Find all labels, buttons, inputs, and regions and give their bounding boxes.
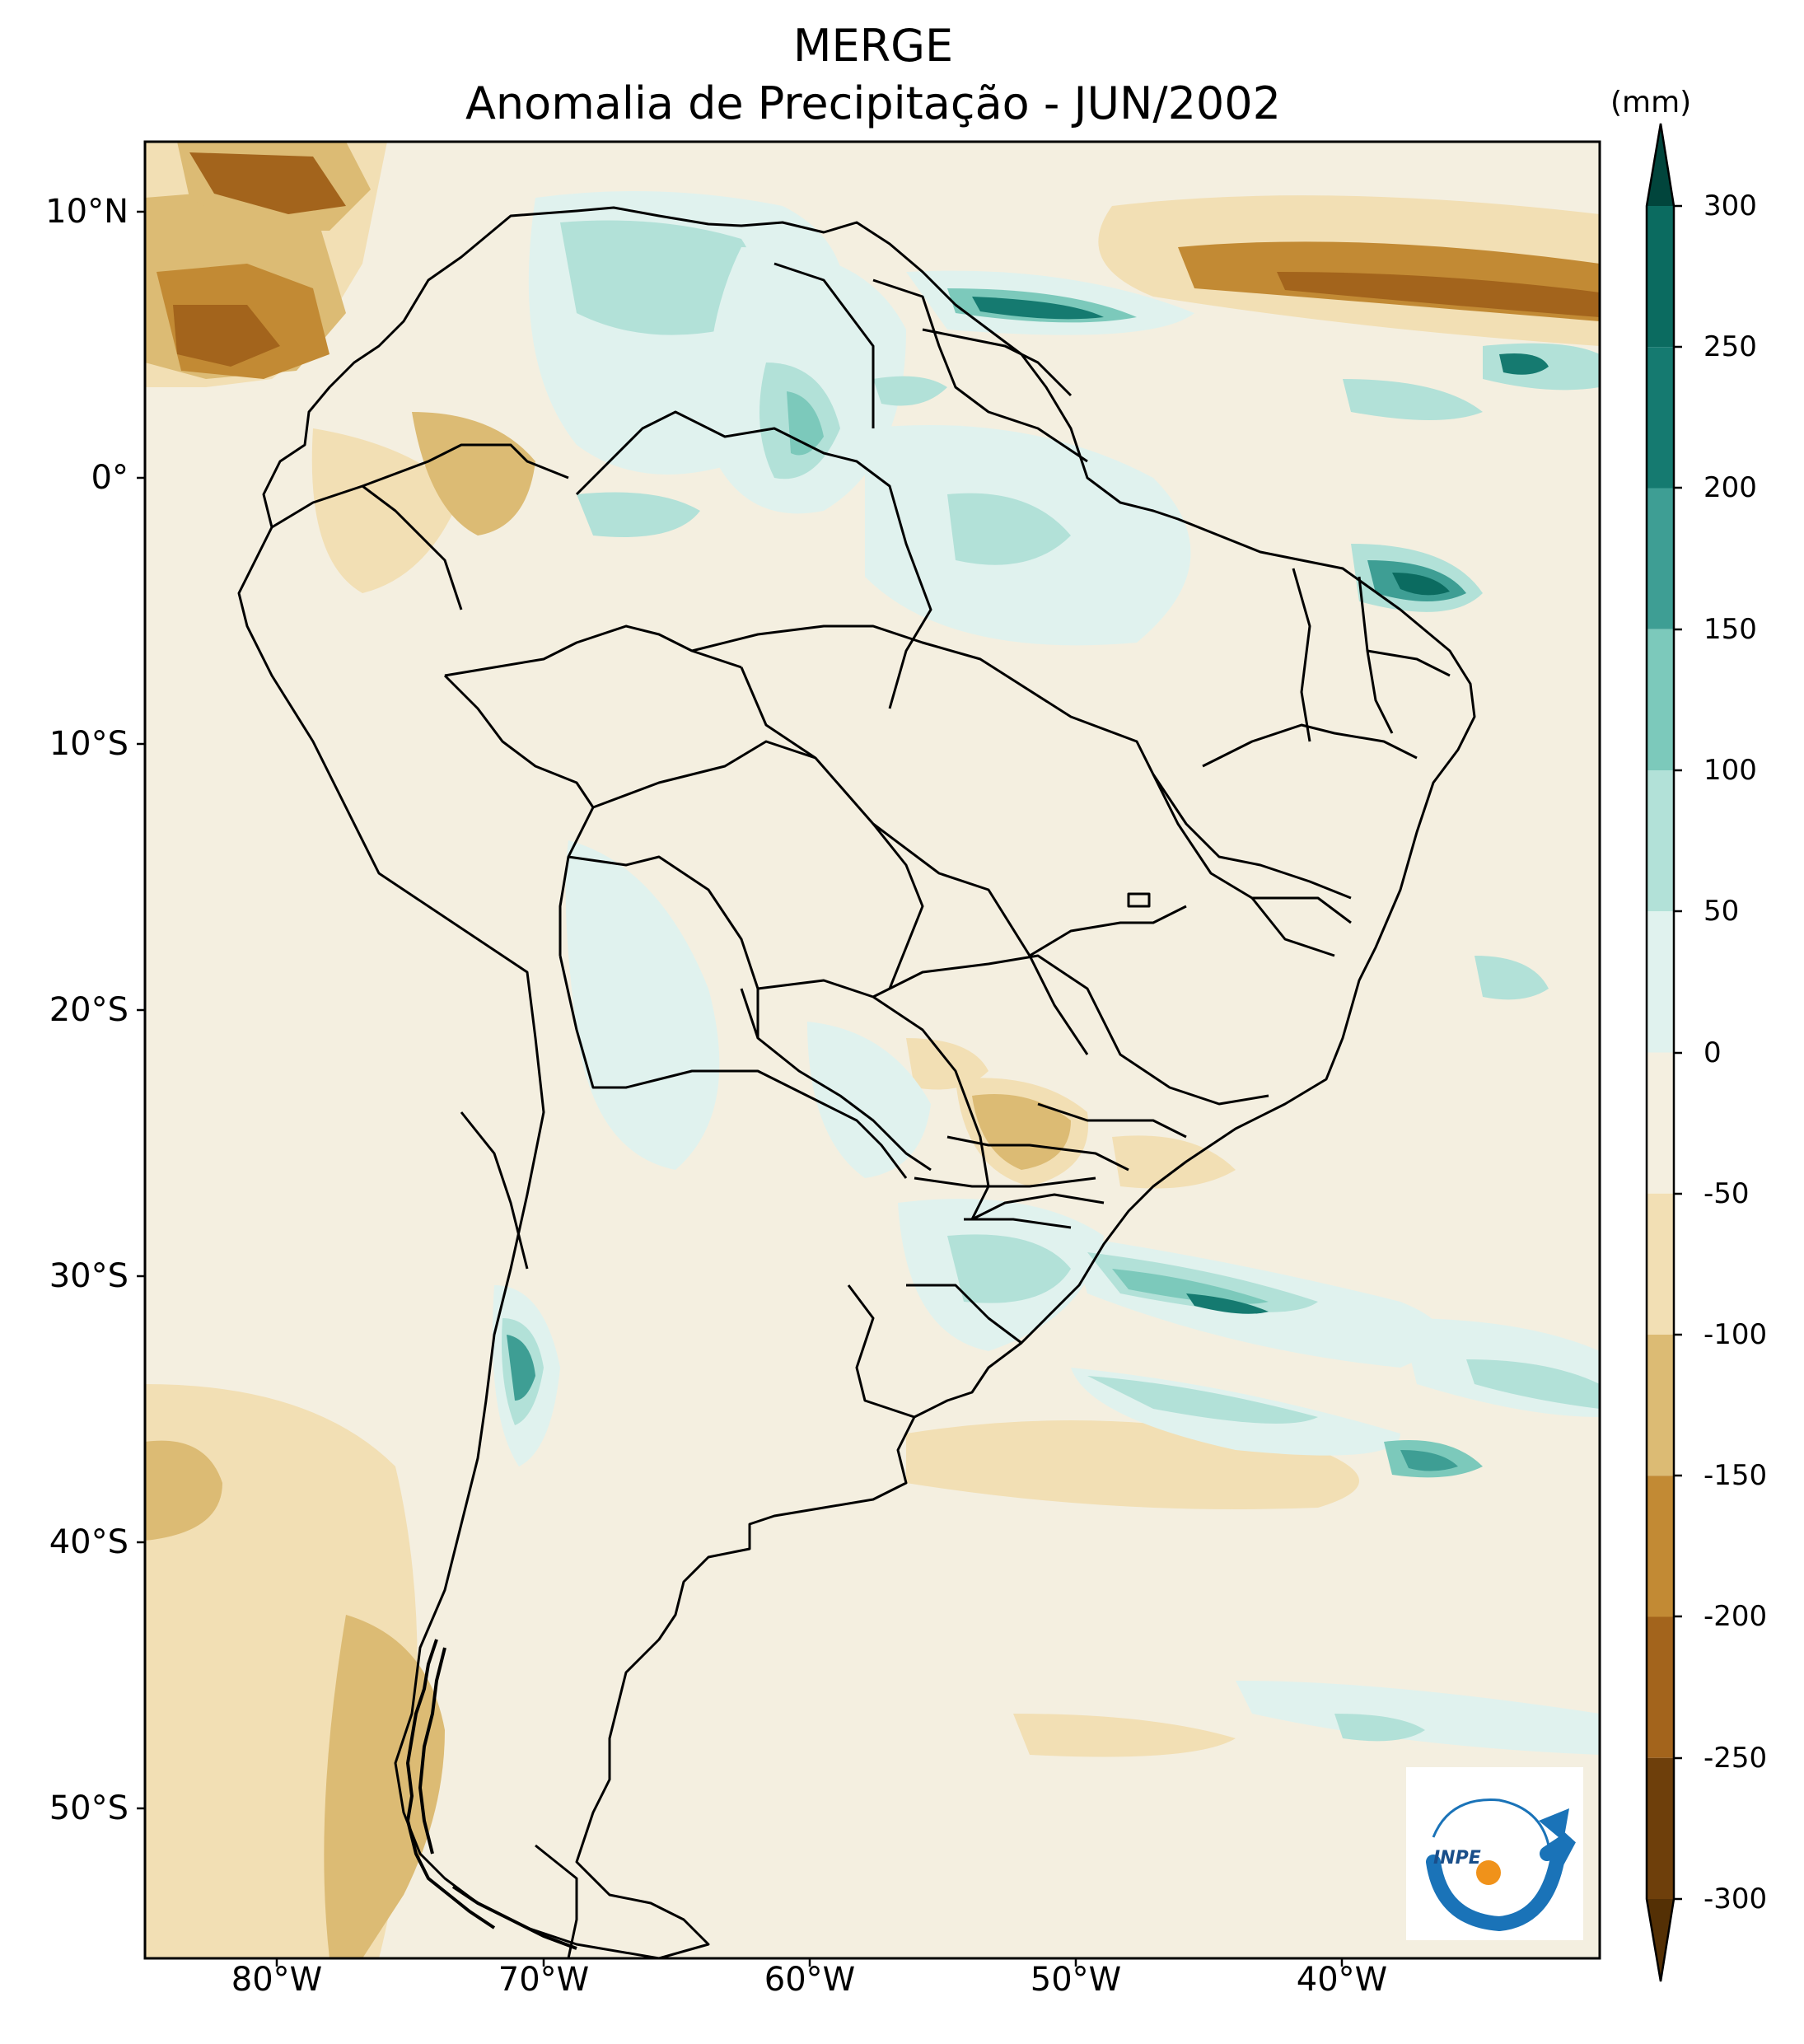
colorbar-label: -100	[1704, 1318, 1768, 1351]
lon-label-40w: 40°W	[1296, 1961, 1388, 1999]
coastlines-and-borders	[237, 206, 1476, 1958]
colorbar-label: -200	[1704, 1600, 1768, 1633]
lon-label-70w: 70°W	[498, 1961, 590, 1999]
colorbar-bin	[1647, 1193, 1674, 1335]
colorbar-bin	[1647, 770, 1674, 912]
colorbar-bin	[1647, 1757, 1674, 1899]
lat-label-10s: 10°S	[49, 725, 129, 763]
colorbar-label: 300	[1704, 189, 1757, 222]
wet-anomaly-regions	[493, 191, 1600, 1755]
colorbar-bins	[1647, 206, 1674, 1899]
lat-label-0: 0°	[91, 459, 129, 497]
colorbar-label: -50	[1704, 1177, 1750, 1210]
lat-label-50s: 50°S	[49, 1789, 129, 1827]
colorbar-label: -150	[1704, 1459, 1768, 1492]
colorbar-label: 0	[1704, 1036, 1722, 1069]
inpe-logo: INPE	[1406, 1767, 1583, 1940]
colorbar-bin	[1647, 1335, 1674, 1476]
colorbar-bin	[1647, 347, 1674, 489]
map-frame	[143, 140, 1601, 1960]
lon-label-80w: 80°W	[231, 1961, 323, 1999]
precipitation-anomaly-map: INPE	[145, 142, 1600, 1958]
colorbar-label: -300	[1704, 1883, 1768, 1915]
colorbar-bin	[1647, 629, 1674, 770]
chilean-archipelago	[405, 1639, 577, 1950]
axis-ticks	[137, 210, 1344, 1967]
colorbar-label: 50	[1704, 895, 1740, 928]
colorbar-unit: (mm)	[1610, 86, 1692, 119]
colorbar-bin	[1647, 488, 1674, 629]
colorbar-bin	[1647, 1476, 1674, 1617]
colorbar-bin	[1647, 206, 1674, 348]
lat-label-40s: 40°S	[49, 1523, 129, 1561]
lat-label-30s: 30°S	[49, 1257, 129, 1295]
map-title: MERGE	[792, 20, 954, 72]
colorbar-label: 150	[1704, 613, 1757, 646]
map-subtitle: Anomalia de Precipitação - JUN/2002	[465, 77, 1281, 129]
colorbar	[1645, 123, 1682, 1982]
lat-label-20s: 20°S	[49, 991, 129, 1029]
colorbar-label: -250	[1704, 1742, 1768, 1775]
lat-label-10n: 10°N	[45, 193, 129, 231]
colorbar-extend-max	[1647, 124, 1674, 206]
lon-label-60w: 60°W	[764, 1961, 856, 1999]
colorbar-ticks	[1674, 204, 1682, 1901]
colorbar-label: 250	[1704, 330, 1757, 363]
lon-label-50w: 50°W	[1030, 1961, 1122, 1999]
inpe-logo-text: INPE	[1433, 1848, 1481, 1869]
colorbar-bin	[1647, 1052, 1674, 1194]
dry-anomaly-regions	[145, 142, 1600, 1958]
colorbar-bin	[1647, 911, 1674, 1053]
colorbar-bin	[1647, 1616, 1674, 1758]
colorbar-label: 200	[1704, 471, 1757, 504]
colorbar-extend-min	[1647, 1899, 1674, 1981]
colorbar-label: 100	[1704, 754, 1757, 787]
